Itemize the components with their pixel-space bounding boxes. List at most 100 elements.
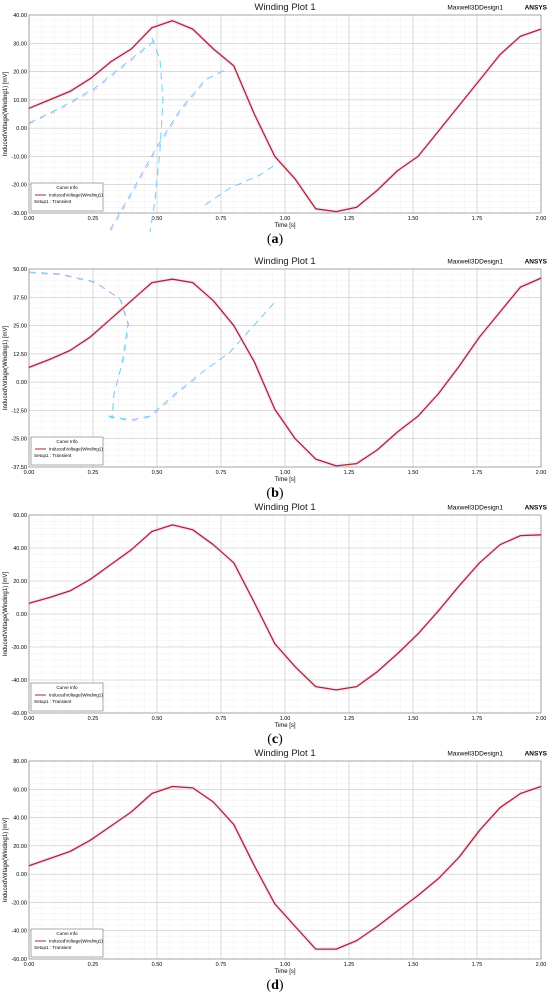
- data-point: [479, 562, 480, 564]
- data-point: [417, 156, 419, 157]
- data-point: [479, 336, 480, 338]
- data-point: [335, 948, 337, 950]
- artifact-trace: [28, 37, 159, 124]
- series-line: [28, 277, 542, 467]
- x-tick-label: 1.50: [408, 470, 419, 476]
- data-point: [499, 544, 501, 546]
- legend-setup: Setup1 : Transient: [34, 699, 72, 704]
- data-point: [438, 877, 439, 879]
- data-point: [376, 926, 378, 927]
- x-axis-label: Time [s]: [274, 723, 295, 729]
- y-tick-label: 25.00: [13, 324, 27, 330]
- legend-entry: InducedVoltage(Winding1): [49, 193, 103, 198]
- data-point: [171, 278, 173, 280]
- y-tick-label: 60.00: [13, 513, 27, 519]
- data-point: [479, 79, 480, 81]
- data-point: [212, 544, 214, 546]
- y-tick-label: -20.00: [11, 645, 27, 651]
- data-point: [28, 865, 30, 867]
- data-point: [438, 610, 439, 612]
- data-point: [171, 524, 173, 526]
- data-point: [540, 28, 542, 30]
- y-tick-label: 10.00: [13, 98, 27, 104]
- legend-title: Curve Info: [56, 439, 78, 444]
- chart-title: Winding Plot 1: [254, 748, 315, 759]
- data-point: [151, 282, 153, 283]
- data-point: [253, 113, 255, 115]
- y-axis-label: InducedVoltage(Winding1) [mV]: [3, 325, 9, 410]
- design-name: Maxwell3DDesign1: [447, 505, 503, 512]
- data-point: [131, 48, 132, 50]
- data-point: [90, 336, 91, 338]
- data-point: [90, 578, 91, 580]
- artifact-trace: [110, 80, 207, 232]
- data-point: [356, 206, 358, 208]
- data-point: [294, 438, 296, 440]
- artifact-trace: [28, 271, 129, 420]
- data-point: [315, 458, 317, 460]
- legend-setup: Setup1 : Transient: [34, 453, 72, 458]
- data-point: [458, 856, 460, 858]
- data-point: [417, 633, 419, 635]
- y-tick-label: -37.50: [11, 465, 27, 471]
- data-point: [274, 903, 276, 905]
- y-tick-label: 20.00: [13, 579, 27, 585]
- y-tick-label: 80.00: [13, 759, 27, 765]
- data-point: [253, 602, 255, 603]
- data-point: [540, 786, 542, 787]
- x-tick-label: 1.25: [344, 962, 355, 968]
- x-tick-label: 1.00: [280, 470, 291, 476]
- data-point: [233, 65, 235, 67]
- data-point: [294, 666, 296, 668]
- data-point: [458, 365, 460, 367]
- chart-title: Winding Plot 1: [254, 2, 315, 13]
- data-point: [233, 824, 235, 826]
- legend-entry: InducedVoltage(Winding1): [49, 693, 103, 698]
- x-axis-label: Time [s]: [274, 477, 295, 483]
- data-point: [151, 531, 153, 532]
- chart-panel-d: 0.00 0.25 0.50 0.75 1.00 1.25 1.50 1.75 2.00 -60.…: [0, 746, 550, 996]
- y-tick-label: -30.00: [11, 211, 27, 217]
- legend-entry: InducedVoltage(Winding1): [49, 447, 103, 452]
- data-point: [335, 465, 337, 467]
- data-point: [28, 602, 30, 604]
- brand-label: ANSYS: [525, 751, 548, 758]
- data-point: [131, 811, 132, 813]
- data-point: [397, 653, 399, 654]
- brand-label: ANSYS: [525, 259, 548, 266]
- data-point: [458, 585, 460, 587]
- y-tick-label: 50.00: [13, 267, 27, 273]
- data-point: [49, 99, 50, 101]
- data-point: [151, 793, 153, 794]
- data-point: [69, 590, 71, 592]
- design-name: Maxwell3DDesign1: [447, 5, 503, 12]
- data-point: [315, 948, 317, 950]
- chart-svg-d: 0.00 0.25 0.50 0.75 1.00 1.25 1.50 1.75 2.00 -60.…: [3, 748, 548, 975]
- data-point: [69, 350, 71, 351]
- data-point: [110, 318, 112, 320]
- series-points: [28, 277, 542, 467]
- data-point: [479, 829, 480, 831]
- chart-title: Winding Plot 1: [254, 256, 315, 267]
- data-point: [376, 449, 378, 451]
- data-point: [438, 393, 439, 394]
- x-axis-label: Time [s]: [274, 223, 295, 229]
- data-point: [253, 865, 255, 867]
- plot-border: [28, 14, 542, 214]
- data-point: [212, 48, 214, 50]
- y-tick-label: -60.00: [11, 711, 27, 717]
- y-tick-label: -60.00: [11, 957, 27, 963]
- data-point: [171, 786, 173, 787]
- y-tick-label: 60.00: [13, 787, 27, 793]
- data-point: [131, 549, 132, 551]
- artifact-trace: [109, 69, 226, 231]
- data-point: [540, 534, 542, 536]
- legend-setup: Setup1 : Transient: [34, 199, 72, 204]
- data-point: [69, 90, 71, 92]
- panel-caption-letter: a: [271, 232, 279, 247]
- chart-svg-c: 0.00 0.25 0.50 0.75 1.00 1.25 1.50 1.75 2.00 -60.…: [3, 502, 548, 729]
- legend-title: Curve Info: [56, 185, 78, 190]
- brand-label: ANSYS: [525, 505, 548, 512]
- artifact-trace: [108, 374, 202, 422]
